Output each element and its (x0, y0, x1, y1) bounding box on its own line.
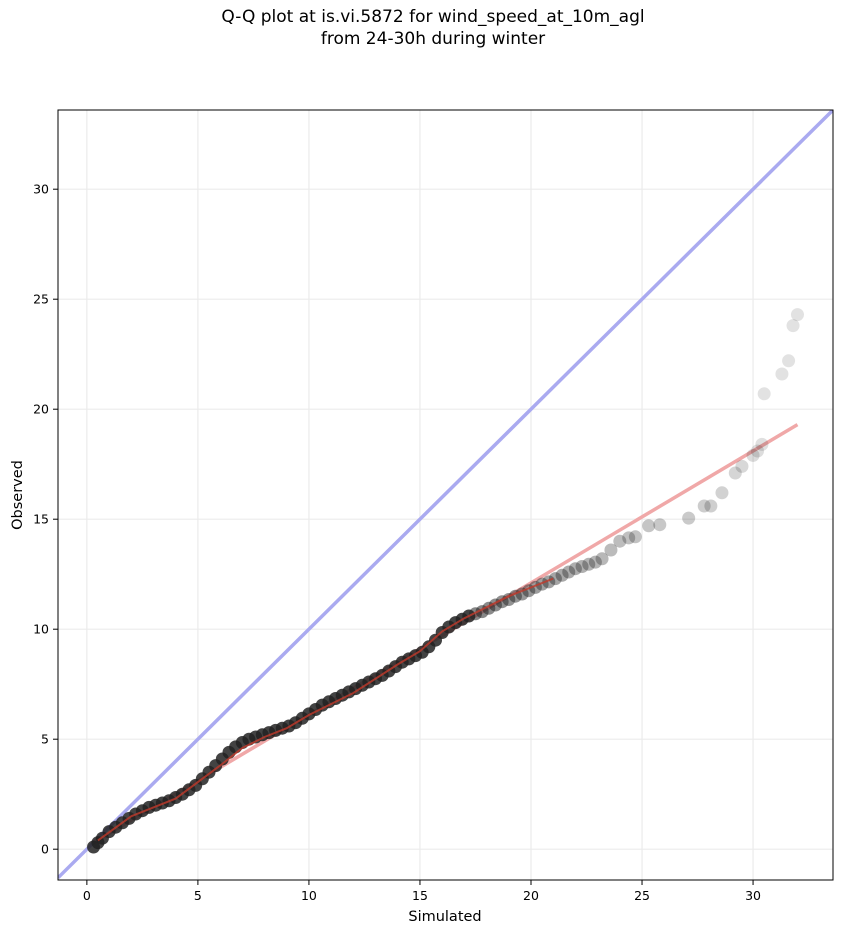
data-point (755, 437, 769, 451)
data-point (715, 486, 729, 500)
x-tick-label: 5 (194, 888, 202, 903)
data-point (575, 560, 589, 573)
data-point (628, 530, 642, 544)
data-point (728, 466, 742, 480)
data-area (58, 110, 833, 880)
data-point (604, 543, 618, 557)
x-tick-label: 30 (745, 888, 761, 903)
data-point (750, 444, 764, 458)
data-point (775, 367, 789, 381)
quantile-line (97, 577, 554, 842)
data-point (790, 308, 804, 322)
data-point (595, 552, 609, 566)
y-tick-label: 0 (41, 842, 49, 857)
data-point (515, 587, 529, 601)
x-tick-label: 0 (83, 888, 91, 903)
y-tick-label: 25 (33, 292, 49, 307)
y-tick-label: 15 (33, 512, 49, 527)
data-point (562, 565, 576, 579)
data-point (568, 562, 582, 576)
y-tick-label: 5 (41, 732, 49, 747)
data-point (613, 534, 627, 548)
ticks: 0 5 10 15 20 25 30 0 5 10 15 20 25 30 (33, 182, 761, 903)
chart-title-line1: Q-Q plot at is.vi.5872 for wind_speed_at… (221, 7, 645, 27)
data-point (642, 519, 656, 533)
data-point (555, 568, 569, 582)
data-point (735, 459, 749, 473)
data-point (502, 593, 516, 606)
y-axis-label: Observed (10, 460, 26, 530)
data-point (588, 555, 602, 569)
data-point (757, 387, 771, 401)
y-tick-label: 30 (33, 182, 49, 197)
y-tick-label: 10 (33, 622, 49, 637)
data-point (682, 511, 696, 525)
data-point (697, 499, 711, 513)
data-point (704, 499, 718, 513)
data-point (782, 354, 796, 368)
x-tick-label: 15 (412, 888, 428, 903)
chart-title-line2: from 24-30h during winter (320, 29, 546, 49)
data-point (582, 557, 596, 571)
data-point (622, 531, 636, 545)
x-axis-label: Simulated (408, 909, 481, 925)
data-point (746, 448, 760, 462)
reference-line (58, 110, 833, 880)
x-tick-label: 25 (634, 888, 650, 903)
chart-title: Q-Q plot at is.vi.5872 for wind_speed_at… (0, 6, 843, 50)
x-tick-label: 10 (301, 888, 317, 903)
data-point (786, 319, 800, 333)
data-point (548, 572, 562, 586)
data-point (653, 518, 667, 532)
axes-frame (57, 109, 834, 881)
y-tick-label: 20 (33, 402, 49, 417)
x-tick-label: 20 (523, 888, 539, 903)
